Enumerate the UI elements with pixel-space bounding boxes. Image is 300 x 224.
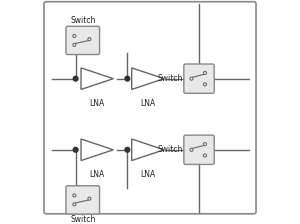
Circle shape bbox=[125, 76, 130, 81]
Circle shape bbox=[88, 38, 91, 41]
Circle shape bbox=[73, 34, 76, 37]
Circle shape bbox=[73, 147, 78, 152]
Circle shape bbox=[73, 203, 76, 206]
Circle shape bbox=[125, 147, 130, 152]
Polygon shape bbox=[132, 68, 164, 89]
FancyBboxPatch shape bbox=[66, 186, 100, 214]
Circle shape bbox=[190, 77, 193, 80]
Polygon shape bbox=[81, 139, 113, 161]
Circle shape bbox=[203, 71, 206, 75]
Circle shape bbox=[190, 148, 193, 151]
Polygon shape bbox=[132, 139, 164, 161]
Text: Switch: Switch bbox=[158, 74, 183, 83]
Text: Switch: Switch bbox=[70, 16, 95, 26]
Polygon shape bbox=[81, 68, 113, 89]
FancyBboxPatch shape bbox=[66, 26, 100, 54]
Circle shape bbox=[203, 83, 206, 86]
Circle shape bbox=[73, 76, 78, 81]
FancyBboxPatch shape bbox=[44, 2, 256, 214]
Text: LNA: LNA bbox=[90, 99, 105, 108]
FancyBboxPatch shape bbox=[184, 64, 214, 93]
Text: Switch: Switch bbox=[158, 145, 183, 154]
Circle shape bbox=[73, 194, 76, 197]
Circle shape bbox=[203, 154, 206, 157]
FancyBboxPatch shape bbox=[184, 135, 214, 164]
Text: LNA: LNA bbox=[140, 99, 155, 108]
Circle shape bbox=[88, 197, 91, 200]
Circle shape bbox=[203, 143, 206, 146]
Text: LNA: LNA bbox=[140, 170, 155, 179]
Text: Switch: Switch bbox=[70, 215, 95, 224]
Text: LNA: LNA bbox=[90, 170, 105, 179]
Circle shape bbox=[73, 43, 76, 46]
